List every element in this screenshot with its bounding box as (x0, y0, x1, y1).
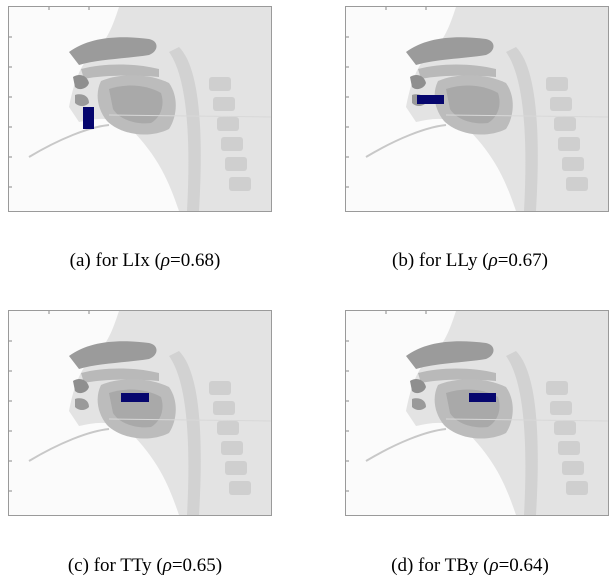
rho-value: =0.67) (498, 250, 548, 271)
caption-b: (b) for LLy (ρ=0.67) (325, 249, 610, 273)
caption-a: (a) for LIx (ρ=0.68) (0, 249, 290, 273)
rho-symbol: ρ (161, 250, 170, 271)
rho-symbol: ρ (489, 555, 498, 576)
highlight-region (469, 393, 496, 402)
caption-d: (d) for TBy (ρ=0.64) (325, 554, 610, 578)
midsagittal-mri-image (9, 7, 271, 211)
mri-panel-a (8, 6, 272, 212)
midsagittal-mri-image (346, 7, 608, 211)
midsagittal-mri-image (9, 311, 271, 515)
highlight-region (121, 393, 149, 402)
caption-text: (d) for TBy ( (391, 555, 489, 576)
caption-c: (c) for TTy (ρ=0.65) (0, 554, 290, 578)
highlight-region (83, 107, 94, 129)
caption-text: (a) for LIx ( (70, 250, 161, 271)
mri-panel-d (345, 310, 609, 516)
highlight-region (417, 95, 444, 104)
caption-text: (b) for LLy ( (392, 250, 489, 271)
rho-value: =0.65) (172, 555, 222, 576)
rho-value: =0.68) (170, 250, 220, 271)
rho-value: =0.64) (499, 555, 549, 576)
rho-symbol: ρ (489, 250, 498, 271)
mri-panel-b (345, 6, 609, 212)
rho-symbol: ρ (163, 555, 172, 576)
midsagittal-mri-image (346, 311, 608, 515)
mri-panel-c (8, 310, 272, 516)
caption-text: (c) for TTy ( (68, 555, 163, 576)
